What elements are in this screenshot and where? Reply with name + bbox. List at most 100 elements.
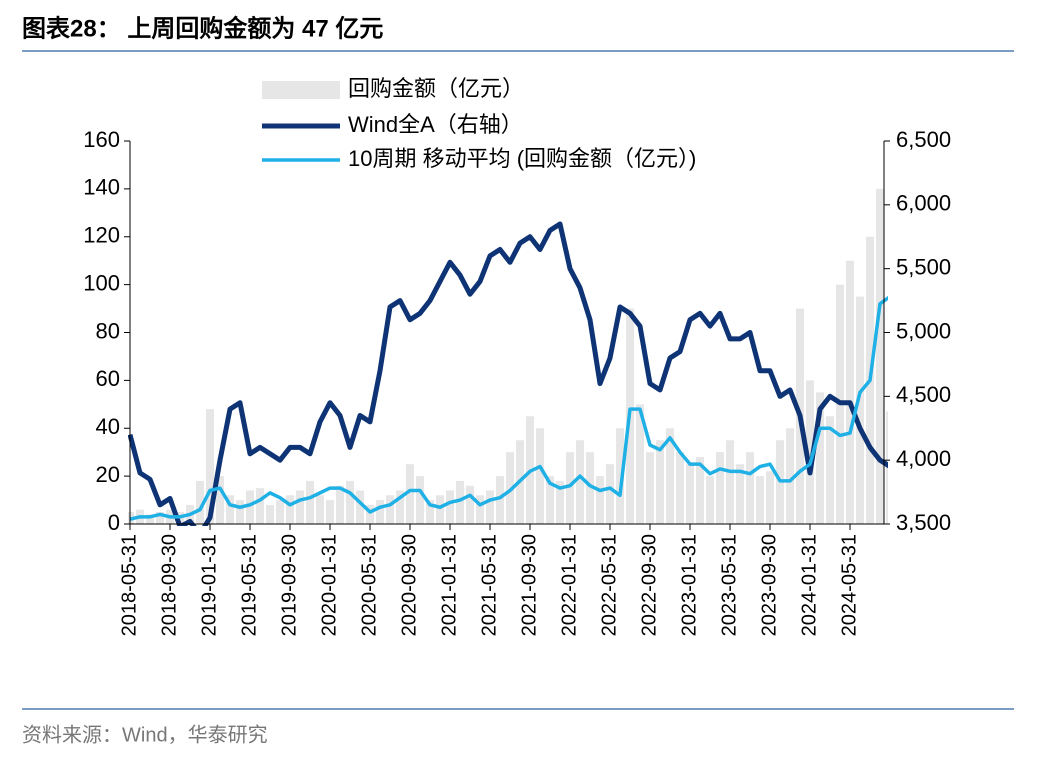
bar bbox=[446, 490, 454, 524]
bar bbox=[426, 500, 434, 524]
x-tick-label: 2024-01-31 bbox=[798, 534, 820, 636]
bar bbox=[856, 296, 864, 524]
bar bbox=[456, 480, 464, 524]
bar bbox=[226, 495, 234, 524]
bar bbox=[296, 490, 304, 524]
bar bbox=[146, 514, 154, 524]
bar bbox=[886, 411, 888, 524]
bar bbox=[486, 490, 494, 524]
bar bbox=[256, 488, 264, 524]
x-tick-label: 2019-05-31 bbox=[238, 534, 260, 636]
bar bbox=[666, 428, 674, 524]
bar bbox=[406, 464, 414, 524]
bar bbox=[336, 485, 344, 524]
bar bbox=[376, 500, 384, 524]
bar bbox=[726, 440, 734, 524]
chart-title: 图表28： 上周回购金额为 47 亿元 bbox=[22, 14, 383, 42]
x-tick-label: 2023-05-31 bbox=[718, 534, 740, 636]
bar bbox=[816, 392, 824, 524]
bar bbox=[756, 476, 764, 524]
y-tick-label: 60 bbox=[96, 366, 120, 391]
x-tick-label: 2021-09-30 bbox=[518, 534, 540, 636]
line bbox=[129, 295, 888, 521]
bar bbox=[646, 452, 654, 524]
bar bbox=[686, 464, 694, 524]
bar bbox=[216, 476, 224, 524]
y-tick-label: 20 bbox=[96, 462, 120, 487]
bar bbox=[266, 504, 274, 524]
bar bbox=[346, 480, 354, 524]
bar bbox=[876, 188, 884, 524]
bar bbox=[156, 512, 164, 524]
bar bbox=[736, 464, 744, 524]
bar bbox=[636, 404, 644, 524]
bar bbox=[786, 428, 794, 524]
bar bbox=[316, 495, 324, 524]
bar bbox=[766, 471, 774, 524]
x-tick-label: 2020-01-31 bbox=[318, 534, 340, 636]
bar bbox=[536, 428, 544, 524]
y2-tick-label: 4,500 bbox=[896, 382, 951, 407]
bar bbox=[416, 476, 424, 524]
y-tick-label: 120 bbox=[83, 223, 120, 248]
x-tick-label: 2022-09-30 bbox=[638, 534, 660, 636]
x-tick-label: 2019-09-30 bbox=[278, 534, 300, 636]
legend-label: Wind全A（右轴） bbox=[348, 112, 523, 137]
bar bbox=[386, 495, 394, 524]
bar bbox=[466, 485, 474, 524]
bar bbox=[206, 409, 214, 524]
legend-label: 10周期 移动平均 (回购金额（亿元）) bbox=[348, 146, 696, 171]
y-tick-label: 40 bbox=[96, 414, 120, 439]
bar bbox=[236, 500, 244, 524]
bar bbox=[326, 500, 334, 524]
x-tick-label: 2020-05-31 bbox=[358, 534, 380, 636]
y-tick-label: 100 bbox=[83, 270, 120, 295]
bar bbox=[476, 495, 484, 524]
y2-tick-label: 3,500 bbox=[896, 510, 951, 535]
y2-tick-label: 4,000 bbox=[896, 446, 951, 471]
plot bbox=[128, 188, 888, 526]
bar bbox=[596, 476, 604, 524]
bar bbox=[356, 490, 364, 524]
y-tick-label: 0 bbox=[108, 510, 120, 535]
bar bbox=[806, 380, 814, 524]
bar bbox=[246, 490, 254, 524]
bar bbox=[826, 416, 834, 524]
x-tick-label: 2021-01-31 bbox=[438, 534, 460, 636]
legend-label: 回购金额（亿元） bbox=[348, 76, 524, 101]
bar bbox=[656, 440, 664, 524]
bar bbox=[746, 452, 754, 524]
source: 资料来源：Wind，华泰研究 bbox=[22, 723, 268, 746]
bar bbox=[556, 480, 564, 524]
bar bbox=[616, 428, 624, 524]
bar bbox=[566, 452, 574, 524]
x-tick-label: 2020-09-30 bbox=[398, 534, 420, 636]
bar bbox=[846, 260, 854, 524]
bar bbox=[196, 480, 204, 524]
bar bbox=[606, 464, 614, 524]
bar bbox=[366, 504, 374, 524]
bar bbox=[716, 452, 724, 524]
y-tick-label: 140 bbox=[83, 175, 120, 200]
bar bbox=[546, 476, 554, 524]
x-tick-label: 2022-01-31 bbox=[558, 534, 580, 636]
y2-tick-label: 6,500 bbox=[896, 127, 951, 152]
bar bbox=[696, 456, 704, 524]
x-tick-label: 2019-01-31 bbox=[198, 534, 220, 636]
bar bbox=[496, 476, 504, 524]
y2-tick-label: 5,000 bbox=[896, 318, 951, 343]
bar bbox=[396, 490, 404, 524]
bar bbox=[706, 476, 714, 524]
x-tick-label: 2018-09-30 bbox=[158, 534, 180, 636]
bar bbox=[286, 495, 294, 524]
bar bbox=[676, 452, 684, 524]
y2-tick-label: 5,500 bbox=[896, 254, 951, 279]
bar bbox=[306, 480, 314, 524]
x-tick-label: 2024-05-31 bbox=[838, 534, 860, 636]
y-tick-label: 160 bbox=[83, 127, 120, 152]
y-tick-label: 80 bbox=[96, 318, 120, 343]
x-tick-label: 2022-05-31 bbox=[598, 534, 620, 636]
y2-tick-label: 6,000 bbox=[896, 191, 951, 216]
x-tick-label: 2023-09-30 bbox=[758, 534, 780, 636]
